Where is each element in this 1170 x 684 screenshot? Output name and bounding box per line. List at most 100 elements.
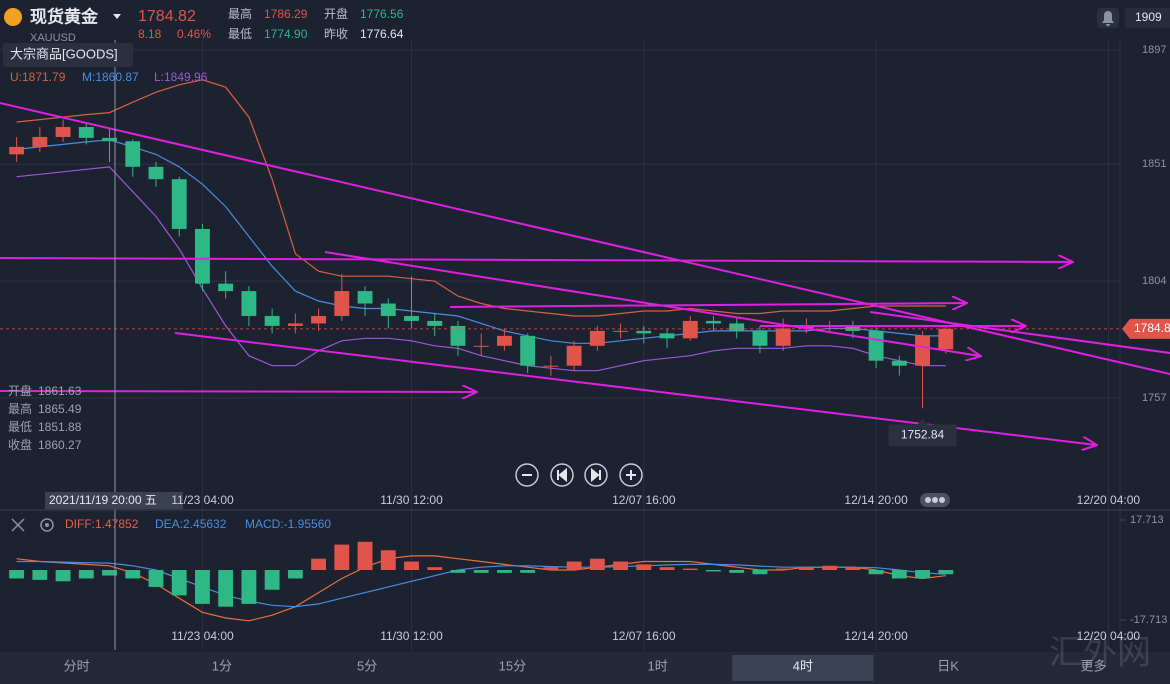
candle-body — [566, 345, 582, 366]
macd-bar — [264, 570, 280, 590]
macd-bar — [195, 570, 210, 604]
crosshair-time-box — [45, 492, 183, 509]
dot — [939, 497, 945, 503]
candle-body — [938, 328, 954, 350]
x-tick-label: 11/30 12:00 — [380, 629, 443, 643]
low-value: 1774.90 — [264, 27, 308, 41]
info-label: 最低 — [8, 420, 32, 434]
candle-body — [775, 328, 791, 346]
candle-body — [357, 291, 373, 304]
candle-body — [55, 127, 71, 137]
tab[interactable]: 更多 — [1080, 658, 1106, 673]
macd-bar — [543, 567, 559, 571]
x-tick-label: 12/07 16:00 — [612, 629, 676, 643]
grid-layer — [0, 40, 1126, 650]
candle-body — [218, 283, 234, 292]
tab-active-bg[interactable] — [732, 655, 874, 681]
candle-body — [427, 320, 443, 326]
candle-body — [195, 228, 210, 284]
next-icon[interactable] — [591, 467, 601, 483]
market-tag: 大宗商品[GOODS] — [10, 46, 118, 61]
instrument-name[interactable]: 现货黄金 — [30, 6, 99, 26]
symbol: XAUUSD — [30, 32, 76, 44]
macd-bar — [845, 567, 861, 571]
band-legend: L:1849.96 — [154, 70, 208, 84]
settings-icon[interactable] — [40, 518, 54, 532]
plus-icon[interactable] — [626, 470, 636, 480]
candle-body — [845, 325, 861, 331]
macd-bar — [125, 570, 141, 579]
candle-body — [543, 365, 559, 367]
candle-body — [450, 325, 466, 346]
right-value: 1909 — [1135, 10, 1162, 24]
macd-bar — [171, 570, 187, 596]
legend-entry: MACD:-1.95560 — [245, 517, 331, 531]
macd-bar — [427, 567, 443, 571]
x-tick-label: 12/07 16:00 — [612, 493, 676, 507]
trend-line — [449, 303, 966, 307]
info-value: 1865.49 — [38, 402, 82, 416]
price-tag: 1784.82 — [1134, 321, 1170, 335]
right-value-box — [1125, 8, 1170, 28]
tab[interactable]: 5分 — [357, 658, 377, 673]
candle-body — [613, 330, 629, 332]
macd-bar — [613, 561, 629, 571]
macd-bar — [218, 570, 234, 607]
dropdown-arrow[interactable] — [113, 14, 121, 19]
high-label: 最高 — [228, 6, 252, 21]
candle-body — [9, 146, 25, 155]
prev-icon[interactable] — [557, 467, 567, 483]
settings-icon-dot[interactable] — [45, 523, 49, 527]
candle-body — [915, 335, 930, 366]
close-icon[interactable] — [11, 518, 25, 532]
crosshair-time: 2021/11/19 20:00 五 — [49, 493, 157, 507]
candle-body — [868, 330, 884, 361]
macd-bar — [102, 570, 117, 576]
macd-bar — [775, 568, 791, 571]
macd-line — [16, 560, 946, 608]
macd-bar — [450, 570, 466, 573]
legend-entry: DIFF:1.47852 — [65, 517, 139, 531]
x-tick-label: 11/23 04:00 — [171, 493, 234, 507]
prev-close-value: 1776.64 — [360, 27, 404, 41]
candle-body — [311, 315, 327, 324]
candle-body — [125, 141, 141, 167]
macd-line — [16, 555, 946, 622]
candle-body — [264, 315, 280, 326]
trend-line — [0, 391, 476, 392]
prev-close-label: 昨收 — [324, 27, 348, 41]
x-tick-label: 11/30 12:00 — [380, 493, 443, 507]
price-tag-box — [1122, 318, 1170, 339]
info-value: 1860.27 — [38, 438, 82, 452]
tab[interactable]: 日K — [937, 658, 959, 673]
tab[interactable]: 分时 — [64, 658, 90, 673]
band-line — [16, 79, 946, 317]
band-line — [16, 139, 946, 344]
candle-body — [148, 166, 164, 180]
tab[interactable]: 1时 — [648, 658, 668, 673]
candle-body — [241, 291, 257, 316]
candle-body — [102, 137, 117, 142]
watermark: 汇外网 — [1049, 634, 1151, 672]
y-tick-label: 17.713 — [1130, 514, 1164, 526]
candle-body — [706, 320, 721, 324]
tab[interactable]: 15分 — [499, 658, 526, 673]
tab[interactable]: 1分 — [212, 658, 232, 673]
open-label: 开盘 — [324, 6, 348, 21]
candle-body — [380, 303, 396, 316]
macd-bar — [287, 570, 303, 579]
tab-bar — [0, 652, 1170, 684]
candle-body — [729, 323, 745, 331]
tab[interactable]: 4时 — [793, 658, 813, 673]
dot — [925, 497, 931, 503]
bell-icon[interactable] — [1102, 11, 1114, 26]
low-marker-box — [888, 418, 957, 447]
candle-body — [473, 345, 489, 347]
macd-bar — [311, 558, 327, 571]
candle-body — [520, 335, 536, 366]
candle-body — [589, 330, 605, 346]
band-legend: U:1871.79 — [10, 70, 66, 84]
macd-bar — [891, 570, 907, 579]
candle-body — [78, 127, 94, 138]
